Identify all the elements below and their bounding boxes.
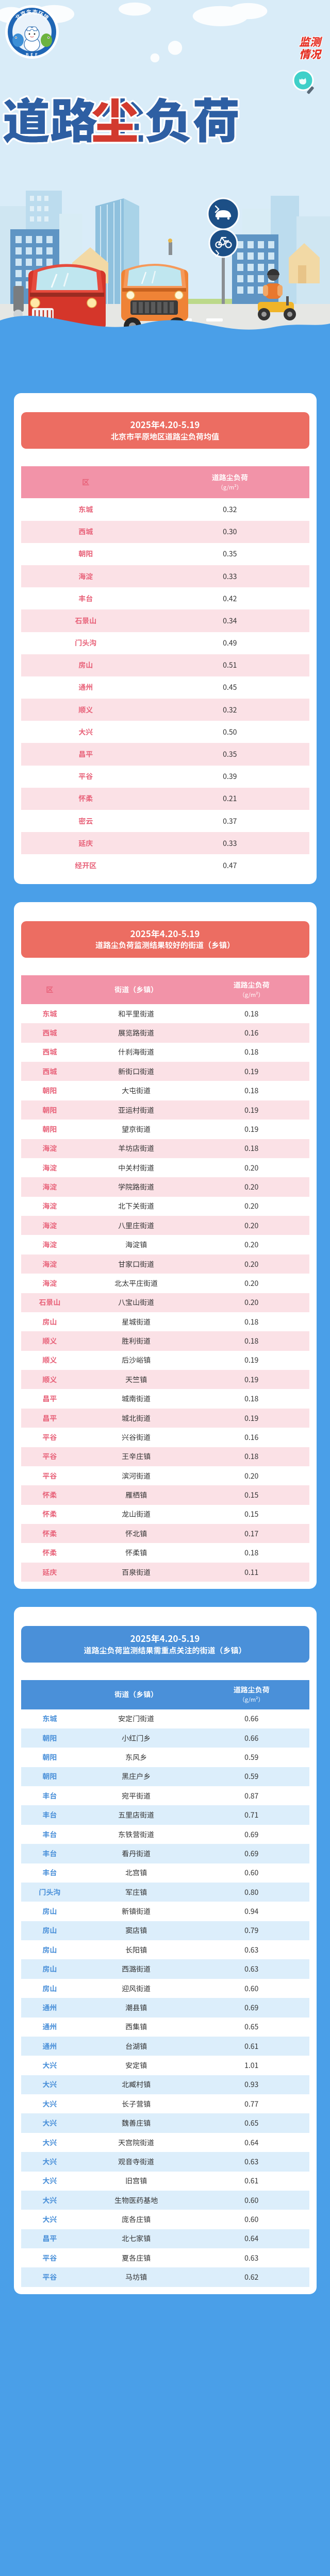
svg-text:B E E: B E E (26, 52, 38, 58)
